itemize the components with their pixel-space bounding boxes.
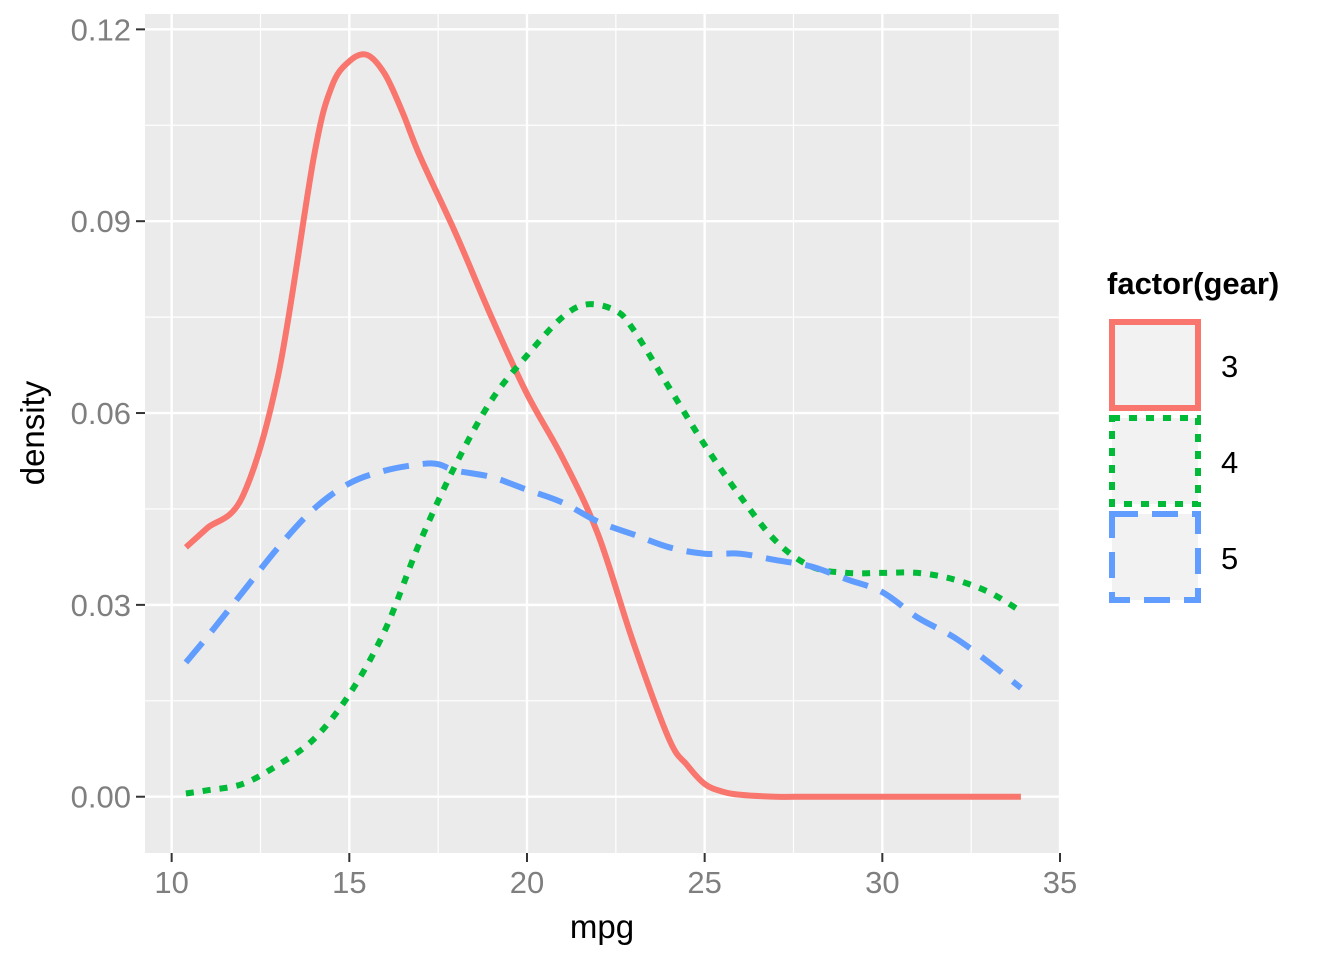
y-tick-label: 0.06: [71, 396, 131, 431]
legend-label-gear-4: 4: [1221, 445, 1238, 480]
x-axis-title: mpg: [570, 908, 634, 945]
y-tick-label: 0.00: [71, 780, 131, 815]
x-tick-label: 25: [687, 865, 721, 900]
grid-major: [145, 14, 1062, 853]
y-tick-label: 0.03: [71, 588, 131, 623]
y-tick-label: 0.12: [71, 12, 131, 47]
legend-key-gear-3: [1109, 319, 1201, 411]
y-tick-label: 0.09: [71, 204, 131, 239]
legend-title: factor(gear): [1107, 266, 1279, 301]
legend-label-gear-5: 5: [1221, 541, 1238, 576]
x-tick-label: 35: [1043, 865, 1077, 900]
density-line-gear-5: [183, 460, 1023, 691]
legend-key-gear-5: [1109, 511, 1201, 603]
x-tick-label: 20: [510, 865, 544, 900]
legend-label-gear-3: 3: [1221, 349, 1238, 384]
x-tick-label: 30: [865, 865, 899, 900]
x-tick-label: 10: [154, 865, 188, 900]
grid-minor: [145, 14, 1060, 853]
y-axis-title: density: [14, 380, 51, 485]
panel-background: [145, 14, 1060, 853]
legend-key-gear-4: [1109, 415, 1201, 507]
legend: factor(gear) 3 4 5: [1107, 266, 1279, 603]
x-axis: 10 15 20 25 30 35: [154, 853, 1077, 900]
density-line-gear-3: [183, 51, 1021, 800]
density-line-gear-4: [185, 301, 1023, 797]
y-axis: 0.00 0.03 0.06 0.09 0.12: [71, 12, 145, 815]
x-tick-label: 15: [332, 865, 366, 900]
series-layer: [183, 51, 1023, 800]
